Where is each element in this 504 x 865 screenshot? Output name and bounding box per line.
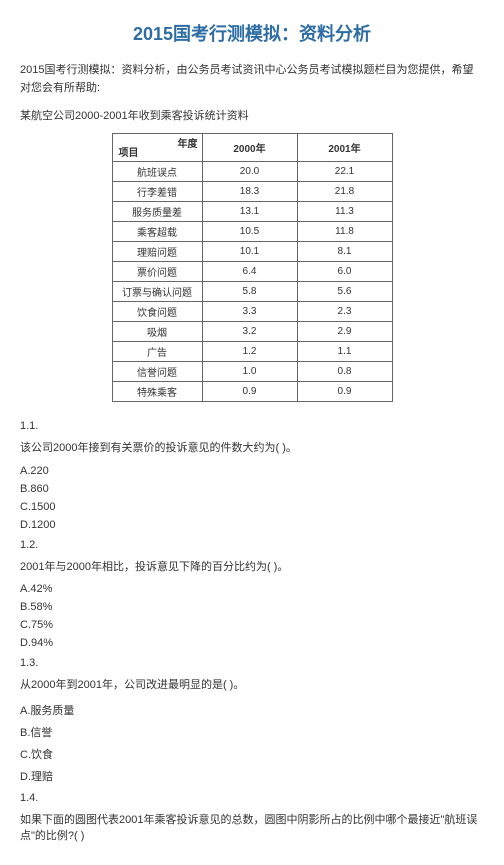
row-label: 广告	[112, 342, 202, 362]
row-label: 行李差错	[112, 182, 202, 202]
table-corner-cell: 年度 项目	[112, 134, 202, 162]
q4-text: 如果下面的圆图代表2001年乘客投诉意见的总数，圆图中阴影所占的比例中哪个最接近…	[20, 812, 484, 845]
table-caption: 某航空公司2000-2001年收到乘客投诉统计资料	[20, 107, 484, 123]
cell-2001: 0.8	[297, 362, 392, 382]
cell-2001: 1.1	[297, 342, 392, 362]
table-row: 饮食问题3.32.3	[112, 302, 392, 322]
table-row: 乘客超载10.511.8	[112, 222, 392, 242]
cell-2001: 8.1	[297, 242, 392, 262]
q3-opt-a: A.服务质量	[20, 702, 484, 718]
complaints-table: 年度 项目 2000年 2001年 航班误点20.022.1行李差错18.321…	[112, 133, 393, 402]
cell-2000: 5.8	[202, 282, 297, 302]
row-label: 信誉问题	[112, 362, 202, 382]
q2-opt-c: C.75%	[20, 619, 484, 631]
cell-2000: 3.3	[202, 302, 297, 322]
cell-2001: 11.3	[297, 202, 392, 222]
table-row: 行李差错18.321.8	[112, 182, 392, 202]
q3-opt-d: D.理赔	[20, 768, 484, 784]
q1-opt-c: C.1500	[20, 501, 484, 513]
q3-opt-b: B.信誉	[20, 724, 484, 740]
cell-2001: 2.3	[297, 302, 392, 322]
cell-2000: 0.9	[202, 382, 297, 402]
table-row: 广告1.21.1	[112, 342, 392, 362]
data-table-wrapper: 年度 项目 2000年 2001年 航班误点20.022.1行李差错18.321…	[20, 133, 484, 402]
q2-opt-d: D.94%	[20, 637, 484, 649]
cell-2001: 11.8	[297, 222, 392, 242]
row-label: 票价问题	[112, 262, 202, 282]
q2-number: 1.2.	[20, 539, 484, 551]
cell-2000: 6.4	[202, 262, 297, 282]
table-row: 航班误点20.022.1	[112, 162, 392, 182]
cell-2000: 1.0	[202, 362, 297, 382]
q1-opt-d: D.1200	[20, 519, 484, 531]
q2-text: 2001年与2000年相比，投诉意见下降的百分比约为( )。	[20, 559, 484, 576]
cell-2000: 20.0	[202, 162, 297, 182]
table-row: 特殊乘客0.90.9	[112, 382, 392, 402]
q3-text: 从2000年到2001年，公司改进最明显的是( )。	[20, 677, 484, 694]
q1-text: 该公司2000年接到有关票价的投诉意见的件数大约为( )。	[20, 440, 484, 457]
row-label: 服务质量差	[112, 202, 202, 222]
cell-2001: 6.0	[297, 262, 392, 282]
cell-2000: 10.1	[202, 242, 297, 262]
row-label: 航班误点	[112, 162, 202, 182]
q3-number: 1.3.	[20, 657, 484, 669]
q1-opt-b: B.860	[20, 483, 484, 495]
table-row: 票价问题6.46.0	[112, 262, 392, 282]
col-header-2000: 2000年	[202, 134, 297, 162]
q1-opt-a: A.220	[20, 465, 484, 477]
cell-2000: 10.5	[202, 222, 297, 242]
cell-2000: 13.1	[202, 202, 297, 222]
q2-opt-a: A.42%	[20, 583, 484, 595]
corner-year-label: 年度	[178, 135, 198, 150]
row-label: 特殊乘客	[112, 382, 202, 402]
cell-2000: 1.2	[202, 342, 297, 362]
row-label: 乘客超载	[112, 222, 202, 242]
table-row: 理赔问题10.18.1	[112, 242, 392, 262]
cell-2001: 2.9	[297, 322, 392, 342]
q2-opt-b: B.58%	[20, 601, 484, 613]
row-label: 吸烟	[112, 322, 202, 342]
table-row: 服务质量差13.111.3	[112, 202, 392, 222]
table-row: 订票与确认问题5.85.6	[112, 282, 392, 302]
table-row: 信誉问题1.00.8	[112, 362, 392, 382]
intro-text: 2015国考行测模拟：资料分析，由公务员考试资讯中心公务员考试模拟题栏目为您提供…	[20, 62, 484, 97]
cell-2000: 3.2	[202, 322, 297, 342]
q4-number: 1.4.	[20, 792, 484, 804]
cell-2001: 0.9	[297, 382, 392, 402]
page-title: 2015国考行测模拟：资料分析	[20, 20, 484, 46]
row-label: 饮食问题	[112, 302, 202, 322]
cell-2001: 21.8	[297, 182, 392, 202]
cell-2001: 5.6	[297, 282, 392, 302]
q1-number: 1.1.	[20, 420, 484, 432]
corner-project-label: 项目	[119, 144, 139, 159]
col-header-2001: 2001年	[297, 134, 392, 162]
q3-opt-c: C.饮食	[20, 746, 484, 762]
cell-2000: 18.3	[202, 182, 297, 202]
row-label: 订票与确认问题	[112, 282, 202, 302]
cell-2001: 22.1	[297, 162, 392, 182]
table-row: 吸烟3.22.9	[112, 322, 392, 342]
row-label: 理赔问题	[112, 242, 202, 262]
